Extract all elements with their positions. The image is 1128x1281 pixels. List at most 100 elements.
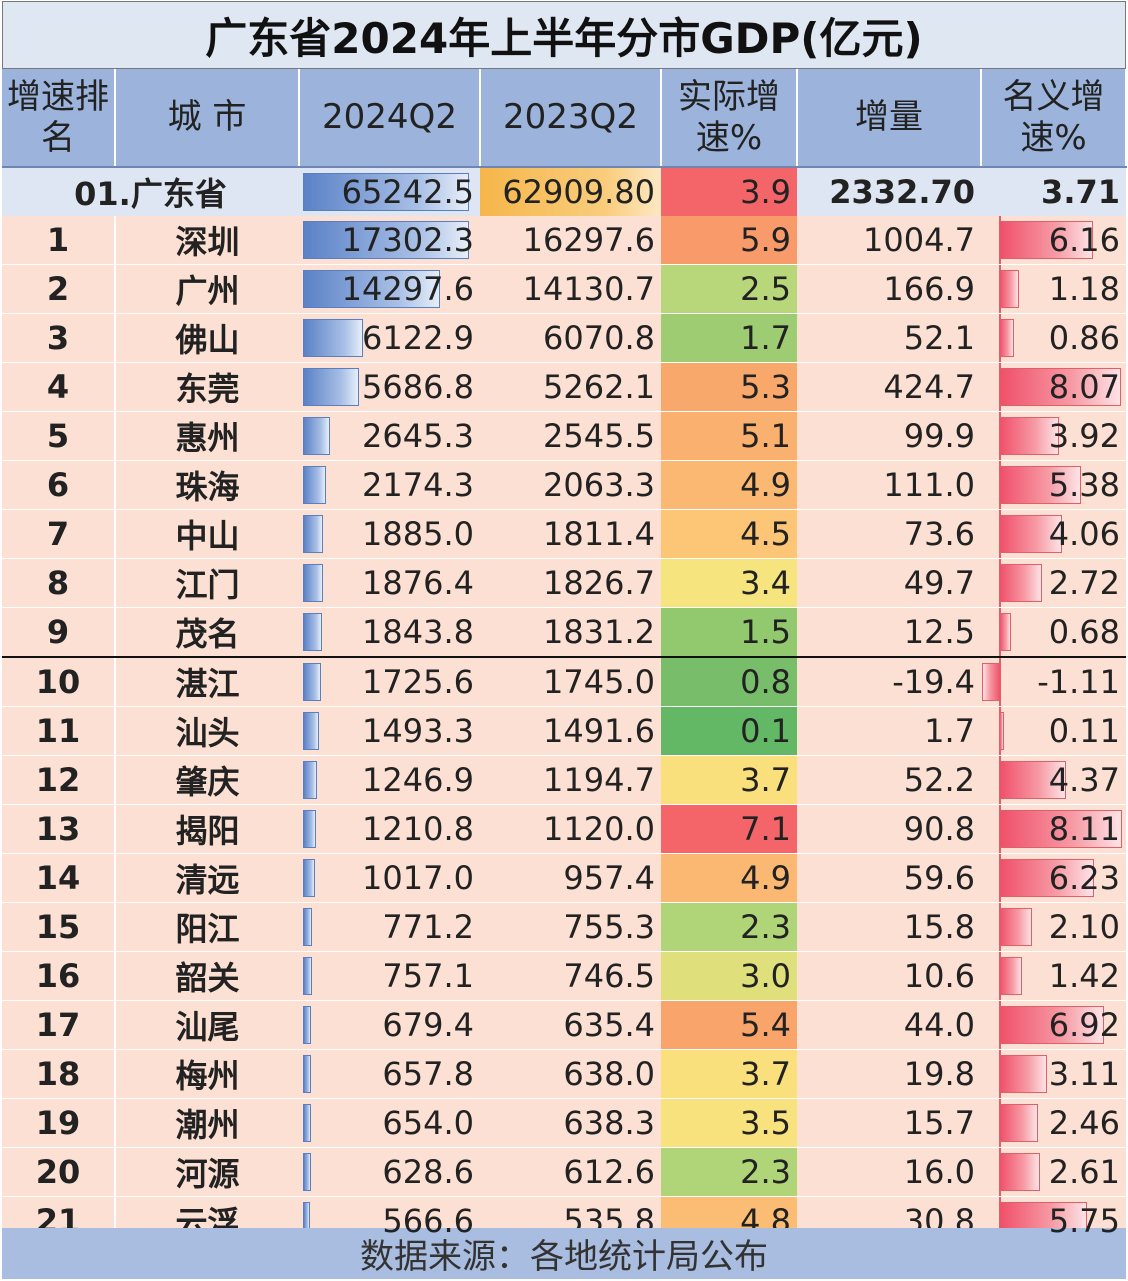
rank-cell: 20 — [2, 1147, 116, 1197]
rank-cell: 16 — [2, 951, 116, 1001]
increment-cell: 111.0 — [797, 460, 981, 510]
gdp-2023-cell: 638.0 — [480, 1049, 661, 1099]
table-row: 9 茂名 1843.8 1831.2 1.5 12.5 0.68 — [2, 607, 1126, 658]
nominal-growth-bar — [999, 319, 1014, 357]
nominal-growth-bar — [999, 368, 1121, 406]
gdp-bar — [303, 270, 440, 308]
nominal-growth-value: 1.42 — [1048, 957, 1120, 995]
nominal-growth-value: 0.86 — [1048, 319, 1120, 357]
gdp-bar — [303, 712, 319, 750]
nominal-growth-cell: 8.11 — [981, 804, 1126, 854]
city-cell: 清远 — [115, 853, 299, 903]
gdp-2024-value: 1493.3 — [362, 712, 474, 750]
real-growth-cell: 4.9 — [661, 460, 797, 510]
gdp-2023-cell: 5262.1 — [480, 362, 661, 412]
gdp-2024-cell: 1843.8 — [299, 607, 480, 658]
city-cell: 惠州 — [115, 411, 299, 461]
gdp-2024-cell: 17302.3 — [299, 216, 480, 265]
real-growth-cell: 5.4 — [661, 1000, 797, 1050]
nominal-growth-value: 2.46 — [1048, 1104, 1120, 1142]
city-cell: 佛山 — [115, 313, 299, 363]
gdp-2023-cell: 1120.0 — [480, 804, 661, 854]
gdp-2024-value: 5686.8 — [362, 368, 474, 406]
table-row: 3 佛山 6122.9 6070.8 1.7 52.1 0.86 — [2, 313, 1126, 363]
nominal-growth-cell: 0.11 — [981, 706, 1126, 756]
table-row: 7 中山 1885.0 1811.4 4.5 73.6 4.06 — [2, 509, 1126, 559]
city-cell: 珠海 — [115, 460, 299, 510]
city-cell: 阳江 — [115, 902, 299, 952]
table-row: 5 惠州 2645.3 2545.5 5.1 99.9 3.92 — [2, 411, 1126, 461]
city-cell: 揭阳 — [115, 804, 299, 854]
rank-cell: 4 — [2, 362, 116, 412]
gdp-bar — [303, 810, 316, 848]
increment-cell: 1.7 — [797, 706, 981, 756]
gdp-2024-value: 679.4 — [382, 1006, 474, 1044]
nominal-growth-bar — [999, 515, 1062, 553]
gdp-2024-cell: 628.6 — [299, 1147, 480, 1197]
gdp-2024-value: 6122.9 — [362, 319, 474, 357]
city-cell: 东莞 — [115, 362, 299, 412]
gdp-2024-value: 17302.3 — [341, 221, 474, 259]
gdp-2024-cell: 771.2 — [299, 902, 480, 952]
gdp-2024-cell: 5686.8 — [299, 362, 480, 412]
gdp-2024-cell: 6122.9 — [299, 313, 480, 363]
nominal-growth-bar — [999, 712, 1004, 750]
real-growth-cell: 3.4 — [661, 558, 797, 608]
nominal-growth-cell: 3.11 — [981, 1049, 1126, 1099]
gdp-table: 增速排名 城 市 2024Q2 2023Q2 实际增速% 增量 名义增速% 01… — [2, 69, 1127, 1246]
rank-cell: 14 — [2, 853, 116, 903]
gdp-bar — [303, 1055, 311, 1093]
nominal-growth-cell: 6.16 — [981, 216, 1126, 265]
province-gdp-bar — [303, 173, 469, 211]
nominal-growth-value: 6.92 — [1048, 1006, 1120, 1044]
nominal-growth-cell: 2.72 — [981, 558, 1126, 608]
nominal-growth-cell: 2.46 — [981, 1098, 1126, 1148]
nominal-growth-value: 8.11 — [1048, 810, 1120, 848]
real-growth-cell: 3.7 — [661, 1049, 797, 1099]
gdp-bar — [303, 908, 312, 946]
gdp-2024-value: 628.6 — [382, 1153, 474, 1191]
table-row: 11 汕头 1493.3 1491.6 0.1 1.7 0.11 — [2, 706, 1126, 756]
gdp-2023-cell: 746.5 — [480, 951, 661, 1001]
province-2023q2: 62909.80 — [480, 167, 661, 216]
real-growth-cell: 2.3 — [661, 1147, 797, 1197]
gdp-2024-cell: 1876.4 — [299, 558, 480, 608]
gdp-2024-value: 771.2 — [382, 908, 474, 946]
table-row: 8 江门 1876.4 1826.7 3.4 49.7 2.72 — [2, 558, 1126, 608]
gdp-2024-value: 1017.0 — [362, 859, 474, 897]
gdp-bar — [303, 417, 330, 455]
nominal-growth-value: 2.72 — [1048, 564, 1120, 602]
table-title: 广东省2024年上半年分市GDP(亿元) — [2, 1, 1126, 69]
gdp-2024-value: 1885.0 — [362, 515, 474, 553]
gdp-2024-value: 757.1 — [382, 957, 474, 995]
increment-cell: 73.6 — [797, 509, 981, 559]
nominal-growth-value: 3.92 — [1048, 417, 1120, 455]
nominal-growth-value: 1.18 — [1048, 270, 1120, 308]
table-row: 6 珠海 2174.3 2063.3 4.9 111.0 5.38 — [2, 460, 1126, 510]
increment-cell: 52.1 — [797, 313, 981, 363]
nominal-growth-bar — [999, 859, 1094, 897]
nominal-growth-cell: 0.68 — [981, 607, 1126, 658]
table-row: 16 韶关 757.1 746.5 3.0 10.6 1.42 — [2, 951, 1126, 1001]
gdp-bar — [303, 564, 323, 602]
real-growth-cell: 0.1 — [661, 706, 797, 756]
real-growth-cell: 4.9 — [661, 853, 797, 903]
real-growth-cell: 1.7 — [661, 313, 797, 363]
city-cell: 茂名 — [115, 607, 299, 658]
city-cell: 汕头 — [115, 706, 299, 756]
table-row: 14 清远 1017.0 957.4 4.9 59.6 6.23 — [2, 853, 1126, 903]
real-growth-cell: 3.7 — [661, 755, 797, 805]
gdp-bar — [303, 515, 323, 553]
gdp-bar — [303, 859, 315, 897]
real-growth-cell: 1.5 — [661, 607, 797, 658]
gdp-2024-cell: 2645.3 — [299, 411, 480, 461]
nominal-growth-bar — [999, 270, 1019, 308]
gdp-2023-cell: 1194.7 — [480, 755, 661, 805]
real-growth-cell: 3.0 — [661, 951, 797, 1001]
rank-cell: 10 — [2, 657, 116, 707]
gdp-2024-cell: 1493.3 — [299, 706, 480, 756]
nominal-growth-cell: 5.75 — [981, 1196, 1126, 1246]
rank-cell: 13 — [2, 804, 116, 854]
increment-cell: 12.5 — [797, 607, 981, 658]
